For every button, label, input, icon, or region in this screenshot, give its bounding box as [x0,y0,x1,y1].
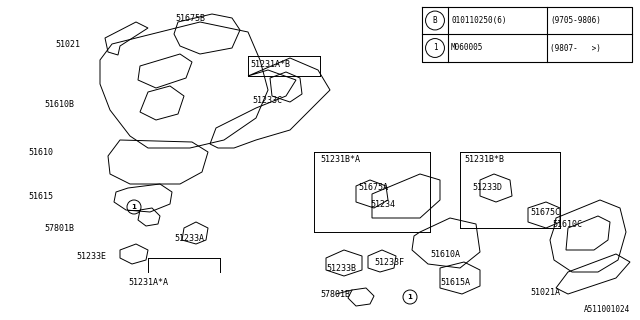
Text: 57801B: 57801B [44,224,74,233]
Text: 010110250(6): 010110250(6) [451,16,506,25]
Text: (9807-   >): (9807- >) [550,44,601,52]
Text: M060005: M060005 [451,44,483,52]
Text: 51234: 51234 [370,200,395,209]
Text: 51231B*B: 51231B*B [464,155,504,164]
Text: 1: 1 [433,44,437,52]
Text: 51021: 51021 [55,40,80,49]
Text: 51675A: 51675A [358,183,388,192]
Text: 51675B: 51675B [175,14,205,23]
Text: 51615: 51615 [28,192,53,201]
Text: 1: 1 [408,294,412,300]
Text: 51233E: 51233E [76,252,106,261]
Text: 51675C: 51675C [530,208,560,217]
Text: 51610A: 51610A [430,250,460,259]
Text: 51231A*B: 51231A*B [250,60,290,69]
Text: 51233F: 51233F [374,258,404,267]
Text: 51615A: 51615A [440,278,470,287]
Text: 51233A: 51233A [174,234,204,243]
Text: 51021A: 51021A [530,288,560,297]
Text: 57801B: 57801B [320,290,350,299]
Text: 51610B: 51610B [44,100,74,109]
Text: 1: 1 [132,204,136,210]
Text: A511001024: A511001024 [584,305,630,314]
Text: 51231A*A: 51231A*A [128,278,168,287]
Text: B: B [433,16,437,25]
Text: 51233C: 51233C [252,96,282,105]
Text: 51610: 51610 [28,148,53,157]
Text: (9705-9806): (9705-9806) [550,16,601,25]
Text: 51233B: 51233B [326,264,356,273]
Text: 51231B*A: 51231B*A [320,155,360,164]
Text: 51610C: 51610C [552,220,582,229]
Text: 51233D: 51233D [472,183,502,192]
